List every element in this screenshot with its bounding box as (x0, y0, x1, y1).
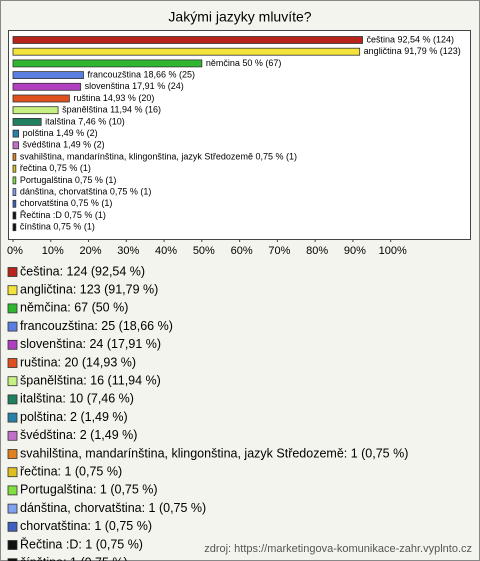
legend-label: řečtina: 1 (0,75 %) (20, 464, 122, 478)
bar-label: řečtina 0,75 % (1) (20, 163, 91, 173)
bar-label: Portugalština 0,75 % (1) (20, 175, 117, 185)
legend-swatch (7, 412, 18, 423)
bar-label: angličtina 91,79 % (123) (364, 46, 461, 56)
x-tick-label: 30% (117, 245, 139, 257)
x-tick-label: 50% (193, 245, 215, 257)
bar-label: slovenština 17,91 % (24) (85, 81, 184, 91)
bar (12, 129, 20, 138)
bar-label: dánština, chorvatština 0,75 % (1) (20, 186, 152, 196)
source: zdroj: https://marketingova-komunikace-z… (204, 543, 472, 555)
bar (12, 36, 363, 44)
x-tick-label: 70% (268, 245, 290, 257)
bar (12, 71, 84, 79)
bar-label: němčina 50 % (67) (206, 58, 282, 68)
bar-label: francouzština 18,66 % (25) (87, 69, 195, 79)
legend-label: čeština: 124 (92,54 %) (20, 264, 145, 278)
legend-swatch (7, 449, 18, 459)
x-tick-label: 100% (379, 245, 407, 257)
legend-swatch (7, 285, 18, 296)
bar (12, 223, 17, 232)
legend-label: svahilština, mandarínština, klingonština… (20, 446, 408, 460)
bar (12, 164, 17, 173)
bar-label: španělština 11,94 % (16) (62, 105, 161, 115)
legend-swatch (7, 267, 18, 277)
bar-label: italština 7,46 % (10) (45, 116, 125, 126)
bar (12, 106, 59, 115)
chart-title: Jakými jazyky mluvíte? (168, 9, 311, 25)
legend-label: polština: 2 (1,49 %) (20, 410, 128, 424)
bar (12, 59, 203, 68)
bar (12, 94, 70, 103)
bar (12, 47, 361, 56)
legend-swatch (7, 485, 18, 496)
legend-label: francouzština: 25 (18,66 %) (20, 319, 173, 333)
legend-label: Řečtina :D: 1 (0,75 %) (20, 536, 143, 551)
bar (12, 211, 17, 220)
bar-label: švédština 1,49 % (2) (23, 140, 105, 150)
x-tick-label: 0% (7, 245, 23, 257)
bar (12, 118, 42, 126)
bar (12, 176, 17, 185)
legend-label: španělština: 16 (11,94 %) (20, 373, 161, 387)
bar (12, 199, 17, 208)
legend-label: chorvatština: 1 (0,75 %) (20, 519, 152, 533)
x-tick-label: 60% (231, 245, 253, 257)
legend-swatch (7, 303, 18, 314)
legend-label: angličtina: 123 (91,79 %) (20, 282, 158, 296)
x-tick-label: 90% (344, 245, 366, 257)
legend-swatch (7, 503, 18, 514)
legend-label: ruština: 20 (14,93 %) (20, 355, 136, 369)
bar (12, 82, 82, 91)
x-tick-label: 10% (42, 245, 64, 257)
x-tick-label: 40% (155, 245, 177, 257)
legend-label: italština: 10 (7,46 %) (20, 392, 134, 406)
legend-swatch (7, 558, 18, 561)
bar-label: svahilština, mandarínština, klingonština… (20, 151, 297, 161)
legend-swatch (7, 358, 18, 368)
legend-swatch (7, 467, 18, 478)
legend-swatch (7, 321, 18, 332)
bar-label: čeština 92,54 % (124) (367, 34, 455, 44)
bar (12, 153, 17, 161)
bar-label: čínština 0,75 % (1) (20, 222, 95, 232)
bar-label: ruština 14,93 % (20) (73, 93, 154, 103)
legend-swatch (7, 521, 18, 532)
legend-label: švédština: 2 (1,49 %) (20, 428, 137, 442)
bar (12, 188, 17, 197)
bar-label: polština 1,49 % (2) (23, 128, 98, 138)
legend-swatch (7, 540, 18, 550)
legend-swatch (7, 430, 18, 441)
legend-swatch (7, 376, 18, 387)
bar-label: Řečtina :D 0,75 % (1) (20, 210, 106, 220)
bar (12, 141, 20, 150)
x-tick-label: 80% (306, 245, 328, 257)
legend-label: němčina: 67 (50 %) (20, 301, 128, 315)
legend-swatch (7, 339, 18, 350)
legend-label: dánština, chorvatština: 1 (0,75 %) (20, 501, 206, 515)
legend-label: slovenština: 24 (17,91 %) (20, 337, 161, 351)
x-tick-label: 20% (80, 245, 102, 257)
legend-swatch (7, 394, 18, 405)
legend-label: Portugalština: 1 (0,75 %) (20, 483, 158, 497)
legend-label: čínština: 1 (0,75 %) (20, 555, 128, 561)
bar-label: chorvatština 0,75 % (1) (20, 198, 113, 208)
